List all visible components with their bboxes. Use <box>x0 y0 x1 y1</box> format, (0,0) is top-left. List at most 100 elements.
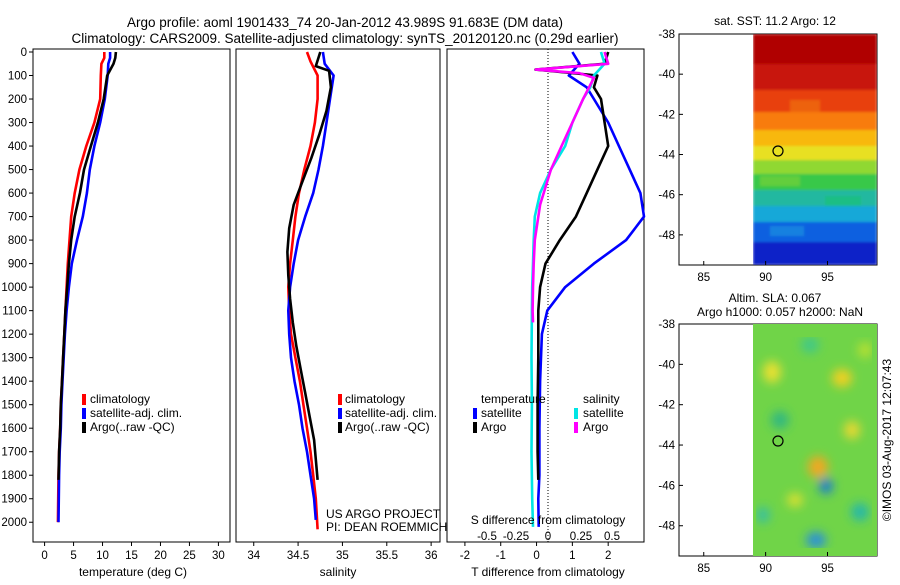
series-line <box>57 51 118 480</box>
sst-patch <box>825 196 861 206</box>
lon-tick-label: 95 <box>821 272 834 284</box>
depth-tick-label: 0 <box>21 47 27 59</box>
lat-tick-label: -38 <box>658 319 675 331</box>
sla-background <box>753 324 877 556</box>
legend-climatology-swatch <box>338 394 342 405</box>
depth-tick-label: 1400 <box>1 376 27 388</box>
salinity-profiles <box>286 51 335 530</box>
lon-tick-label: 85 <box>697 272 710 284</box>
depth-tick-label: 1500 <box>1 400 27 412</box>
lat-tick-label: -46 <box>658 190 675 202</box>
sst-band <box>753 64 877 90</box>
x-tick-label: 0 <box>41 550 47 562</box>
lon-tick-label: 90 <box>759 272 772 284</box>
legend-salinity-header: salinity <box>583 392 620 406</box>
depth-tick-label: 1900 <box>1 494 27 506</box>
x-tick-label: 15 <box>125 550 138 562</box>
lat-tick-label: -48 <box>658 521 675 533</box>
x-tick-label: 10 <box>96 550 109 562</box>
temperature-profiles <box>56 51 118 523</box>
x-tick-label: 25 <box>183 550 196 562</box>
t-difference-xlabel: T difference from climatology <box>471 565 625 579</box>
depth-tick-label: 800 <box>8 235 27 247</box>
depth-tick-label: 1300 <box>1 353 27 365</box>
depth-tick-label: 900 <box>8 259 27 271</box>
t-difference-tick-labels: -2 -1 0 1 2 <box>460 542 611 562</box>
x-tick-label: 5 <box>70 550 76 562</box>
title-line1: Argo profile: aoml 1901433_74 20-Jan-201… <box>127 15 563 30</box>
sla-map-title: Altim. SLA: 0.067 <box>729 291 822 305</box>
depth-tick-label: 1000 <box>1 282 27 294</box>
x-tick-label: -1 <box>496 550 506 562</box>
difference-panel: -2 -1 0 1 2 -0.5 -0.25 0 0.25 0.5 S difference f… <box>446 48 646 579</box>
salinity-legend: climatology satellite-adj. clim. Argo(..… <box>338 392 437 434</box>
lat-tick-label: -42 <box>658 109 675 121</box>
salinity-axes-box <box>235 48 441 543</box>
s-tick-label: 0.25 <box>570 531 592 543</box>
sst-band <box>753 34 877 64</box>
legend-satellite-swatch <box>338 408 342 419</box>
series-line <box>286 51 333 481</box>
sla-anomaly <box>832 369 852 387</box>
sst-band <box>753 112 877 130</box>
legend-satellite-label: satellite-adj. clim. <box>90 406 182 420</box>
lat-tick-label: -48 <box>658 230 675 242</box>
sst-map-tick-labels: 85 90 95 -38 -40 -42 -44 -46 -48 <box>658 29 834 284</box>
x-tick-label: 1 <box>569 550 575 562</box>
difference-legend: temperature salinity satellite Argo sate… <box>473 392 624 434</box>
project-line2: PI: DEAN ROEMMICH <box>326 520 447 534</box>
temperature-axes-box <box>32 48 231 543</box>
legend-s-satellite-label: satellite <box>583 406 624 420</box>
legend-climatology-label: climatology <box>90 392 150 406</box>
sla-map-panel: Altim. SLA: 0.067 Argo h1000: 0.057 h200… <box>658 291 878 575</box>
legend-s-argo-swatch <box>574 422 578 433</box>
sst-heatmap <box>753 34 877 265</box>
sla-anomaly <box>858 342 872 358</box>
lat-tick-label: -40 <box>658 359 675 371</box>
legend-t-argo-label: Argo <box>481 420 507 434</box>
lon-tick-label: 85 <box>697 563 710 575</box>
sla-anomaly <box>801 337 819 353</box>
sla-map-tick-labels: 85 90 95 -38 -40 -42 -44 -46 -48 <box>658 319 834 575</box>
legend-t-satellite-label: satellite <box>481 406 522 420</box>
x-tick-label: 34 <box>247 550 260 562</box>
imos-timestamp: ©IMOS 03-Aug-2017 12:07:43 <box>880 359 894 522</box>
sla-anomaly <box>819 478 833 494</box>
s-difference-label: S difference from climatology <box>471 513 626 527</box>
salinity-xlabel: salinity <box>320 565 357 579</box>
series-line <box>534 51 610 480</box>
sst-band <box>753 242 877 265</box>
series-line <box>286 51 335 521</box>
s-tick-label: 0 <box>545 531 551 543</box>
lon-tick-label: 90 <box>759 563 772 575</box>
difference-profiles <box>530 51 646 527</box>
s-tick-label: 0.5 <box>604 531 620 543</box>
sst-map-panel: sat. SST: 11.2 Argo: 12 85 90 95 -38 -40 -42 -… <box>658 14 878 284</box>
sst-band <box>753 160 877 174</box>
depth-tick-label: 1100 <box>2 306 27 318</box>
lat-tick-label: -42 <box>658 400 675 412</box>
depth-tick-label: 1600 <box>1 423 27 435</box>
legend-t-argo-swatch <box>473 422 477 433</box>
sst-band <box>753 206 877 222</box>
argo-float-marker <box>772 435 784 447</box>
argo-float-marker <box>772 145 784 157</box>
series-line <box>531 51 610 323</box>
x-tick-label: 35 <box>336 550 349 562</box>
x-tick-label: 36 <box>425 550 438 562</box>
sst-band <box>753 130 877 146</box>
s-difference-tick-labels: -0.5 -0.25 0 0.25 0.5 <box>477 531 620 543</box>
legend-satellite-swatch <box>82 408 86 419</box>
salinity-tick-labels: 34 34.5 35 35.5 36 <box>247 542 438 562</box>
sst-map-title: sat. SST: 11.2 Argo: 12 <box>714 14 836 28</box>
sla-anomaly <box>763 361 781 383</box>
lat-tick-label: -38 <box>658 29 675 41</box>
sla-anomaly <box>851 503 869 521</box>
legend-climatology-label: climatology <box>345 392 405 406</box>
sla-anomaly <box>844 421 860 439</box>
legend-argo-label: Argo(..raw -QC) <box>90 420 175 434</box>
temperature-legend: climatology satellite-adj. clim. Argo(..… <box>82 392 182 434</box>
x-tick-label: -2 <box>460 550 470 562</box>
sst-band <box>753 146 877 160</box>
